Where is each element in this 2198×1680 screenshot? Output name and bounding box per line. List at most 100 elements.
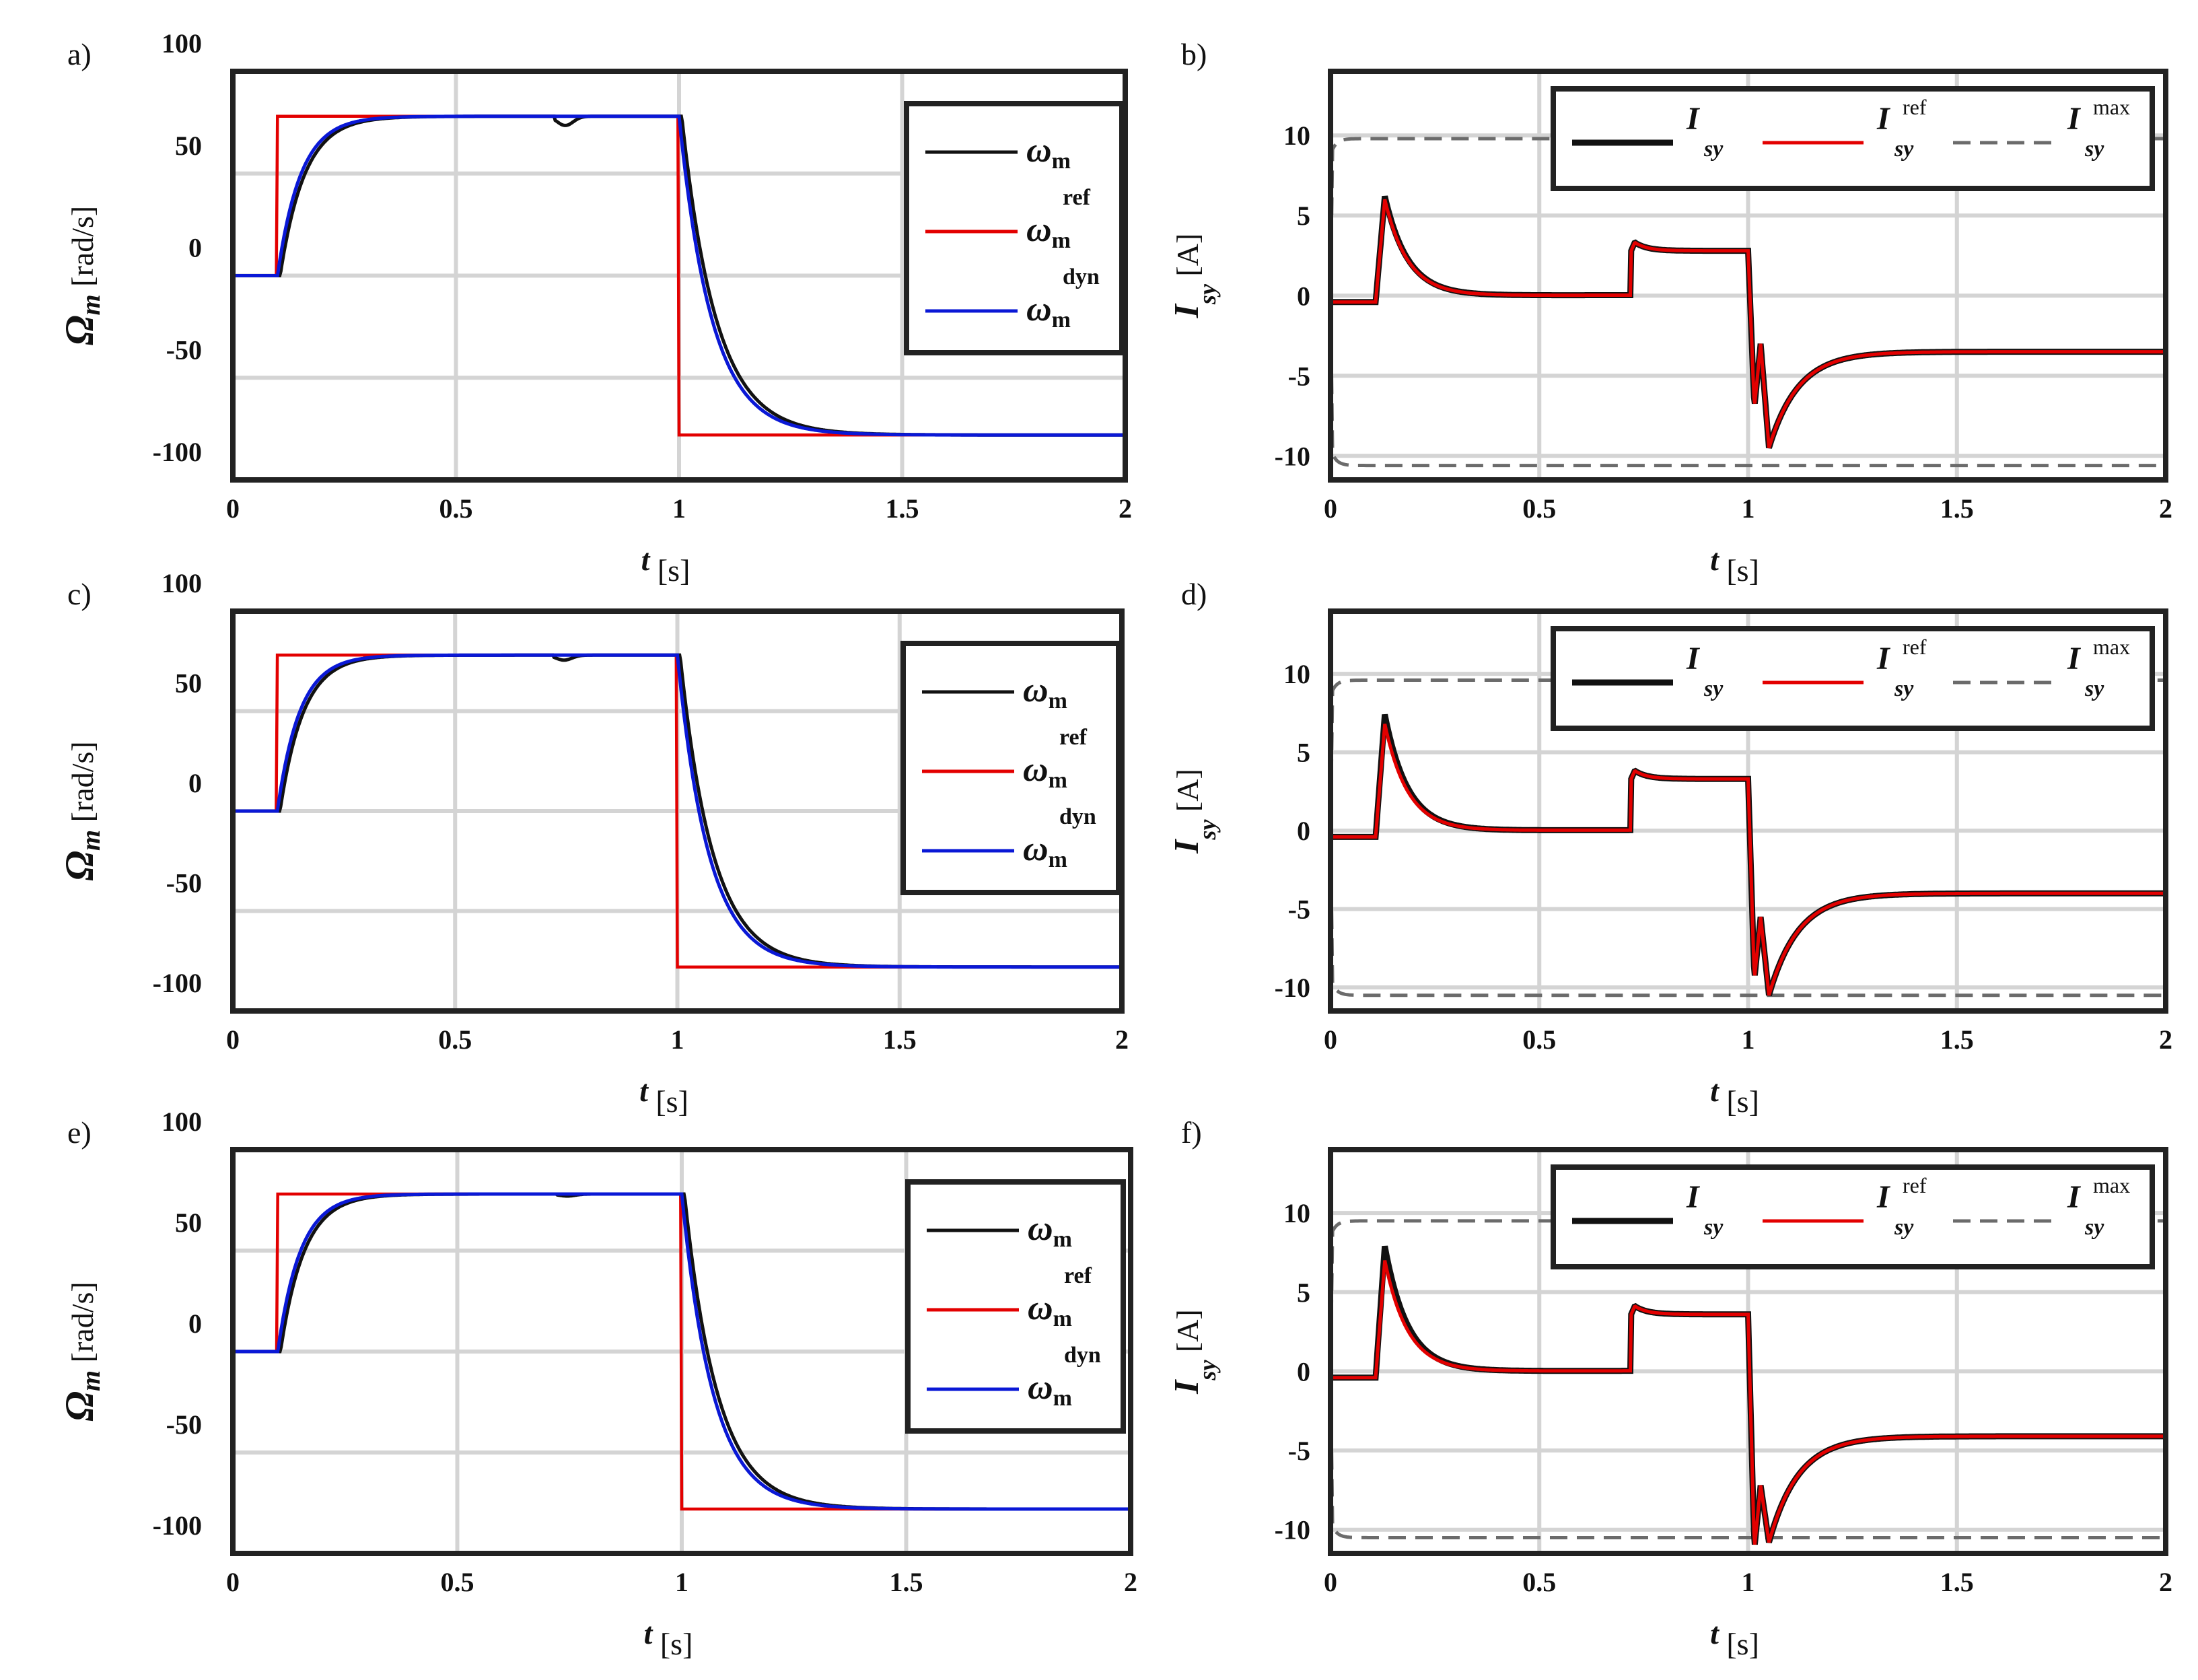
x-tick-label: 0 bbox=[226, 493, 240, 524]
y-tick-label: 50 bbox=[175, 1208, 202, 1238]
x-axis-unit: [s] bbox=[648, 1084, 688, 1119]
y-axis-symbol: I bbox=[1168, 303, 1206, 318]
legend-sup-ref: ref bbox=[1903, 1173, 1927, 1197]
x-axis-symbol: t bbox=[641, 542, 651, 577]
x-tick-label: 1.5 bbox=[890, 1567, 923, 1597]
x-tick-label: 0 bbox=[226, 1567, 240, 1597]
y-axis-symbol: I bbox=[1168, 839, 1206, 854]
x-tick-label: 0.5 bbox=[438, 1024, 472, 1055]
y-tick-label: -5 bbox=[1288, 895, 1310, 925]
x-tick-label: 1 bbox=[671, 1024, 684, 1055]
x-tick-label: 1 bbox=[672, 493, 686, 524]
legend-sup-max: max bbox=[2093, 635, 2130, 659]
y-axis-label: Ωm [rad/s] bbox=[57, 741, 106, 880]
legend-subscript: sy bbox=[1703, 1215, 1724, 1240]
legend-label-max: Isy bbox=[2067, 641, 2104, 701]
y-tick-label: -50 bbox=[166, 1409, 202, 1440]
legend-label-max: Isy bbox=[2067, 101, 2104, 162]
legend-subscript: m bbox=[1053, 1386, 1072, 1411]
x-axis-symbol: t bbox=[644, 1616, 653, 1650]
x-axis-unit: [s] bbox=[652, 1627, 693, 1661]
x-tick-label: 1.5 bbox=[1940, 1024, 1974, 1055]
panel-label: c) bbox=[67, 577, 92, 611]
series-line-current-reference bbox=[1331, 1260, 2166, 1545]
y-axis-unit: [A] bbox=[1170, 769, 1205, 819]
x-tick-label: 2 bbox=[2159, 1567, 2172, 1597]
y-axis-label: Ωm [rad/s] bbox=[57, 206, 106, 345]
axes-frame bbox=[1328, 69, 2168, 483]
y-tick-label: 10 bbox=[1283, 120, 1310, 151]
legend-sup-ref: ref bbox=[1064, 1263, 1092, 1288]
x-tick-label: 1 bbox=[1742, 493, 1755, 524]
legend-subscript: m bbox=[1049, 689, 1067, 713]
y-tick-label: 10 bbox=[1283, 1198, 1310, 1228]
legend-symbol: I bbox=[1686, 641, 1701, 676]
y-tick-label: 50 bbox=[175, 668, 202, 699]
legend-symbol: I bbox=[1686, 1179, 1701, 1215]
y-axis-subscript: m bbox=[75, 1370, 106, 1391]
y-axis-subscript: sy bbox=[1194, 819, 1221, 841]
legend-symbol: I bbox=[2067, 101, 2082, 137]
x-tick-label: 2 bbox=[1115, 1024, 1129, 1055]
series-line-omega-dynamic bbox=[233, 1192, 1131, 1511]
y-tick-label: -100 bbox=[153, 1510, 202, 1541]
legend-symbol: I bbox=[1876, 1179, 1891, 1215]
legend-subscript: sy bbox=[1894, 137, 1914, 162]
y-axis-subscript: sy bbox=[1194, 283, 1221, 305]
legend-box bbox=[904, 101, 1125, 355]
x-tick-label: 1.5 bbox=[1940, 1567, 1974, 1597]
legend-sup-ref: ref bbox=[1903, 635, 1927, 659]
legend-subscript: sy bbox=[2084, 1215, 2104, 1240]
x-tick-label: 0 bbox=[1324, 1024, 1337, 1055]
y-tick-label: -100 bbox=[153, 968, 202, 998]
x-axis-symbol: t bbox=[1710, 1074, 1720, 1108]
y-axis-subscript: sy bbox=[1194, 1360, 1221, 1381]
legend-label-dyn: ωm bbox=[1026, 290, 1071, 332]
legend-sup-max: max bbox=[2093, 1173, 2130, 1197]
axes-frame bbox=[1328, 608, 2168, 1014]
y-axis-label: Ωm [rad/s] bbox=[57, 1282, 106, 1421]
y-tick-label: 0 bbox=[1297, 816, 1310, 846]
legend-subscript: m bbox=[1049, 847, 1067, 872]
x-tick-label: 0 bbox=[1324, 493, 1337, 524]
y-axis-label: Isy [A] bbox=[1168, 1309, 1221, 1395]
y-tick-label: -10 bbox=[1275, 441, 1310, 471]
legend-symbol: ω bbox=[1023, 750, 1049, 789]
panel-label: e) bbox=[67, 1115, 92, 1150]
legend-subscript: sy bbox=[1703, 137, 1724, 162]
y-axis-unit: [rad/s] bbox=[65, 206, 100, 295]
y-tick-label: 0 bbox=[188, 768, 202, 798]
x-axis-symbol: t bbox=[639, 1074, 649, 1108]
x-tick-label: 0.5 bbox=[1522, 1024, 1556, 1055]
legend-label-dyn: ωm bbox=[1023, 830, 1067, 872]
x-axis-symbol: t bbox=[1710, 1616, 1720, 1650]
panel-label: d) bbox=[1181, 577, 1207, 611]
y-tick-label: 10 bbox=[1283, 659, 1310, 689]
y-tick-label: -5 bbox=[1288, 1436, 1310, 1466]
legend-label-meas: ωm bbox=[1026, 131, 1071, 174]
legend-sup-ref: ref bbox=[1903, 95, 1927, 119]
y-axis-symbol: Ω bbox=[57, 851, 102, 881]
legend-subscript: sy bbox=[1703, 676, 1724, 701]
series-line-omega-dynamic bbox=[233, 653, 1122, 969]
y-tick-label: -10 bbox=[1275, 1515, 1310, 1545]
y-axis-symbol: Ω bbox=[57, 315, 102, 345]
legend-label-meas: Isy bbox=[1686, 1179, 1724, 1240]
legend-subscript: sy bbox=[2084, 676, 2104, 701]
y-tick-label: 5 bbox=[1297, 201, 1310, 231]
legend-box bbox=[1551, 626, 2155, 731]
legend-box bbox=[905, 1179, 1126, 1434]
legend-symbol: ω bbox=[1026, 290, 1052, 328]
legend-subscript: m bbox=[1052, 228, 1071, 253]
legend-symbol: I bbox=[2067, 1179, 2082, 1215]
legend-sup-dyn: dyn bbox=[1063, 265, 1100, 289]
series-line-current-reference bbox=[1331, 199, 2166, 449]
legend-symbol: ω bbox=[1026, 211, 1052, 249]
axes-frame bbox=[230, 608, 1125, 1014]
x-tick-label: 1.5 bbox=[1940, 493, 1974, 524]
x-axis-label: t [s] bbox=[639, 1074, 688, 1119]
